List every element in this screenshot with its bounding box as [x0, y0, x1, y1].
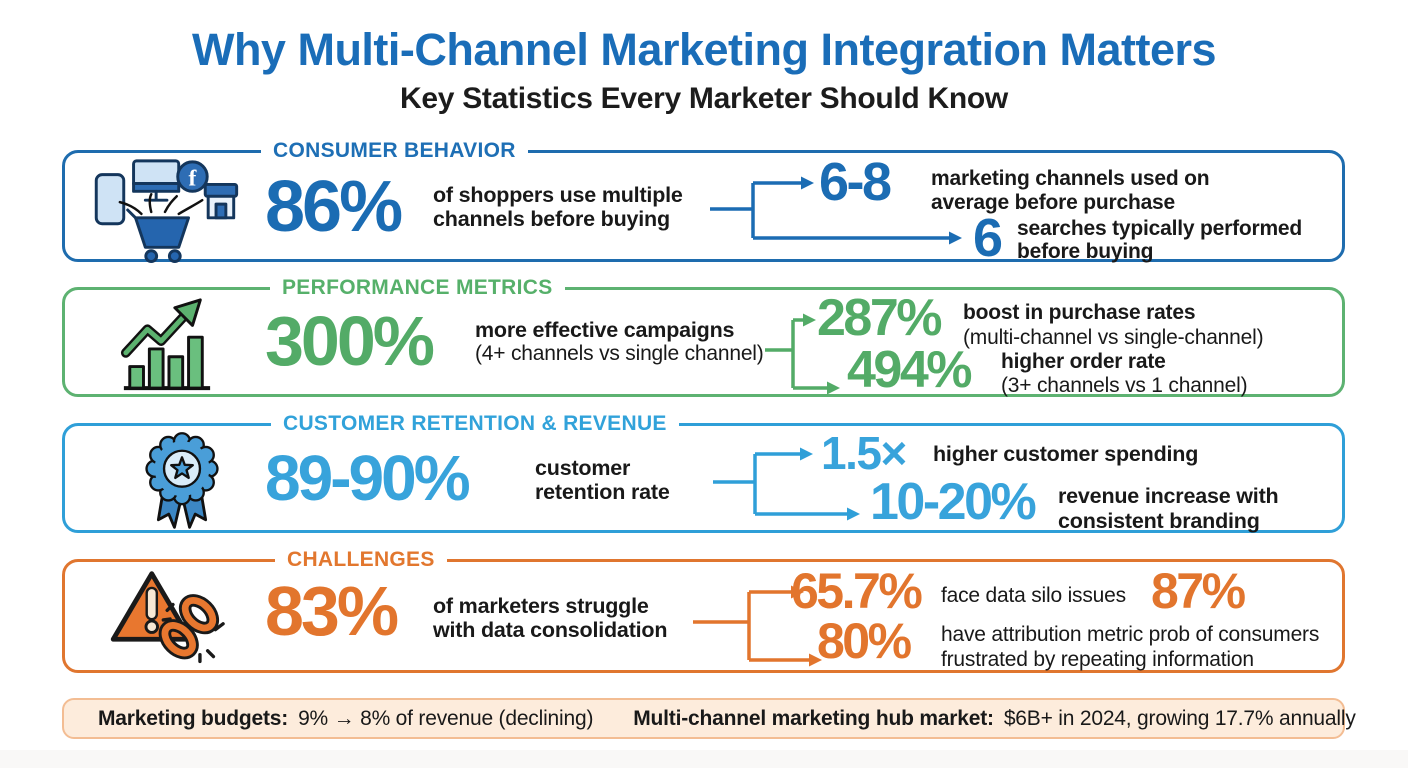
- substat-desc: have attribution metric prob of consumer…: [941, 622, 1319, 672]
- substat-value: 6-8: [819, 152, 892, 212]
- substat-desc-line: higher order rate: [1001, 350, 1166, 373]
- page-title: Why Multi-Channel Marketing Integration …: [191, 24, 1217, 75]
- devices-cart-icon: f: [94, 159, 239, 263]
- section-consumer-behavior: CONSUMER BEHAVIOR f: [62, 137, 1345, 268]
- main-stat-desc: of shoppers use multiple channels before…: [433, 183, 683, 231]
- substat-value: 494%: [847, 341, 973, 399]
- substat-value: 287%: [817, 289, 943, 347]
- substat-value: 65.7%: [791, 563, 923, 619]
- footer-item1-label: Marketing budgets:: [98, 706, 289, 730]
- page-subtitle: Key Statistics Every Marketer Should Kno…: [400, 82, 1008, 115]
- substat-desc: face data silo issues: [941, 584, 1126, 608]
- substat-desc-line: (multi-channel vs single-channel): [963, 326, 1264, 349]
- substat-desc: searches typically performed before buyi…: [1017, 217, 1302, 263]
- stat-desc-line: more effective campaigns: [475, 318, 735, 342]
- stat-desc-line: customer: [535, 456, 631, 480]
- footer-item2-text: $6B+ in 2024, growing 17.7% annually: [1003, 706, 1356, 730]
- main-stat-desc: of marketers struggle with data consolid…: [433, 594, 667, 642]
- main-stat-value: 86%: [265, 167, 403, 247]
- footer-item1-text: 9% → 8% of revenue (declining): [298, 706, 594, 730]
- footer-bar: Marketing budgets: 9% → 8% of revenue (d…: [62, 698, 1356, 739]
- substat-value: 6: [973, 208, 1003, 268]
- substat-desc-line: revenue increase with: [1058, 484, 1279, 508]
- section-customer-retention: CUSTOMER RETENTION & REVENUE 89-90% cust…: [62, 410, 1345, 534]
- substat-value: 87%: [1151, 563, 1246, 619]
- main-stat-desc: customer retention rate: [535, 456, 670, 504]
- substat-desc-line: face data silo issues: [941, 584, 1126, 607]
- stat-desc-line: of shoppers use multiple: [433, 183, 683, 207]
- substat-desc-line: boost in purchase rates: [963, 301, 1196, 324]
- substat-desc: marketing channels used on average befor…: [931, 167, 1210, 215]
- stat-desc-line: with data consolidation: [433, 618, 668, 642]
- stat-desc-line: (4+ channels vs single channel): [475, 342, 764, 365]
- substat-value: 80%: [817, 613, 912, 669]
- substat-desc-line: frustrated by repeating information: [941, 648, 1254, 671]
- substat-desc-line: searches typically performed: [1017, 217, 1303, 240]
- stat-desc-line: of marketers struggle: [433, 594, 649, 618]
- substat-desc-line: have attribution metric prob of consumer…: [941, 623, 1320, 646]
- substat-desc-line: higher customer spending: [933, 442, 1199, 466]
- section-label: CUSTOMER RETENTION & REVENUE: [271, 410, 679, 438]
- section-performance-metrics: PERFORMANCE METRICS 300% more effective …: [62, 274, 1345, 399]
- substat-value: 10-20%: [870, 473, 1037, 531]
- section-label: CHALLENGES: [275, 546, 447, 574]
- svg-text:f: f: [189, 165, 198, 191]
- substat-desc-line: average before purchase: [931, 191, 1176, 214]
- substat-desc-line: consistent branding: [1058, 509, 1260, 533]
- section-challenges: CHALLENGES 83% of marketers struggle: [62, 546, 1345, 673]
- substat-desc-line: before buying: [1017, 240, 1154, 263]
- growth-chart-icon: [120, 298, 211, 391]
- substat-desc-line: (3+ channels vs 1 channel): [1001, 374, 1248, 397]
- substat-value: 1.5×: [821, 427, 907, 479]
- section-label: CONSUMER BEHAVIOR: [261, 137, 528, 165]
- stat-desc-line: retention rate: [535, 480, 670, 504]
- main-stat-desc: more effective campaigns (4+ channels vs…: [475, 318, 764, 366]
- substat-desc-line: marketing channels used on: [931, 167, 1210, 190]
- substat-desc: revenue increase with consistent brandin…: [1058, 484, 1279, 534]
- main-stat-value: 83%: [265, 572, 399, 650]
- warning-broken-chain-icon: [110, 571, 225, 664]
- substat-desc: boost in purchase rates (multi-channel v…: [963, 300, 1264, 350]
- substat-desc: higher customer spending: [933, 442, 1198, 466]
- main-stat-value: 300%: [265, 302, 435, 380]
- award-badge-icon: [145, 432, 219, 529]
- footer-item2-label: Multi-channel marketing hub market:: [633, 706, 994, 730]
- substat-desc: higher order rate (3+ channels vs 1 chan…: [1001, 350, 1248, 398]
- stat-desc-line: channels before buying: [433, 207, 670, 231]
- bottom-artifact-strip: [0, 750, 1408, 768]
- main-stat-value: 89-90%: [265, 442, 471, 514]
- section-label: PERFORMANCE METRICS: [270, 274, 565, 302]
